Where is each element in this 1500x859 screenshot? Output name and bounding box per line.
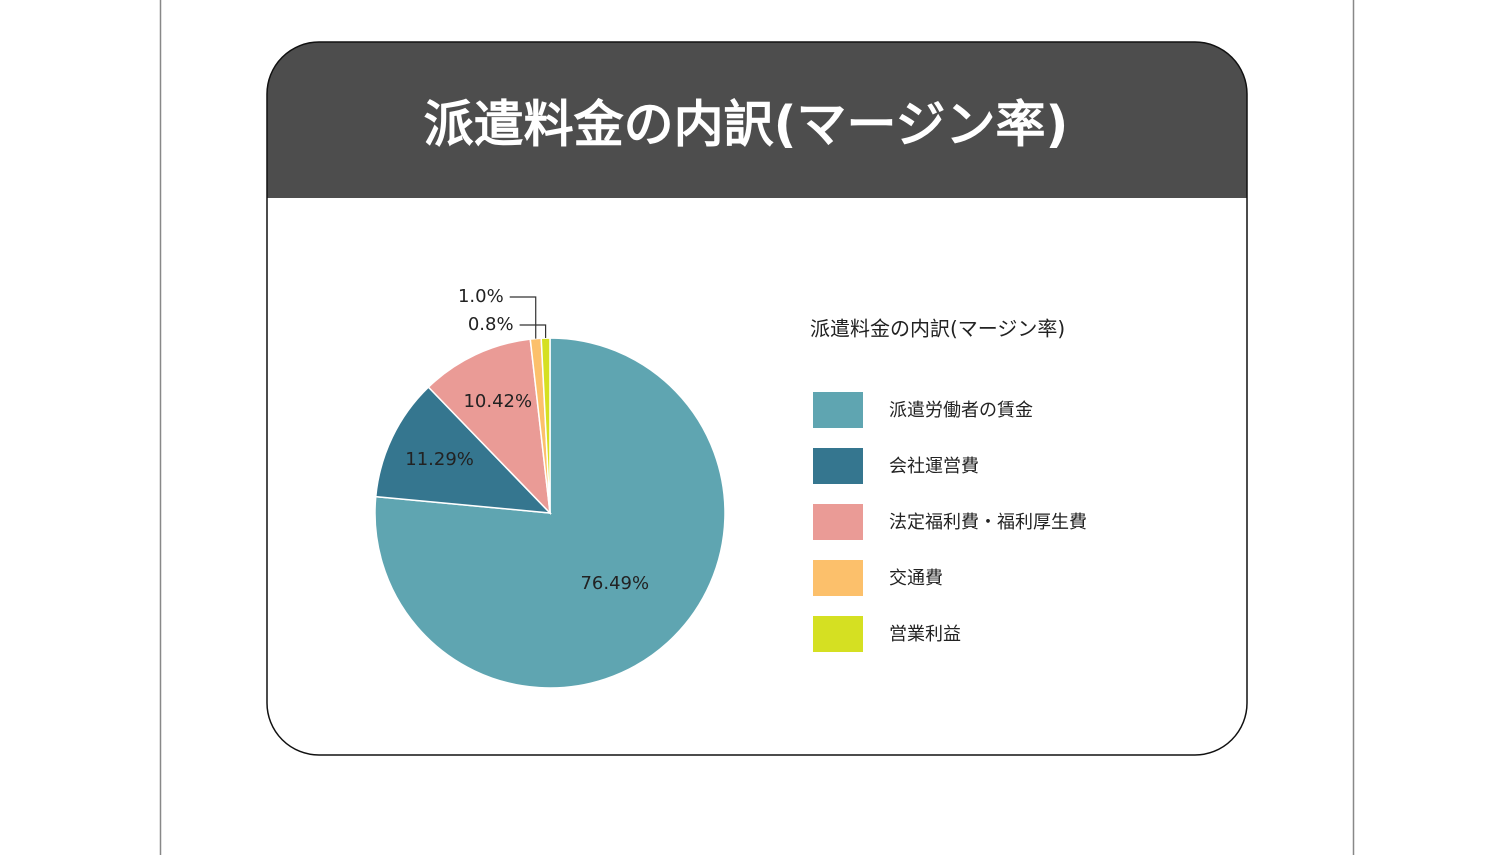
data-label: 11.29% xyxy=(405,449,474,470)
card-border xyxy=(266,41,1248,756)
leader-line xyxy=(519,324,547,339)
data-label: 0.8% xyxy=(468,314,514,335)
legend-label: 交通費 xyxy=(889,568,943,589)
legend-swatch xyxy=(813,392,863,428)
legend-label: 派遣労働者の賃金 xyxy=(889,400,1033,421)
legend-label: 法定福利費・福利厚生費 xyxy=(889,512,1087,533)
data-label: 1.0% xyxy=(458,286,504,307)
data-label: 10.42% xyxy=(463,391,532,412)
pie-slice xyxy=(427,338,551,516)
legend-swatch xyxy=(813,560,863,596)
pie-slice xyxy=(374,386,552,514)
legend-swatch xyxy=(813,504,863,540)
card-header xyxy=(267,42,1247,198)
legend-swatch xyxy=(813,448,863,484)
data-label: 76.49% xyxy=(580,573,649,594)
legend-label: 営業利益 xyxy=(889,624,961,645)
legend-label: 会社運営費 xyxy=(889,456,979,477)
legend-title: 派遣料金の内訳(マージン率) xyxy=(810,317,1065,341)
header-title: 派遣料金の内訳(マージン率) xyxy=(424,96,1069,154)
legend-swatch xyxy=(813,616,863,652)
